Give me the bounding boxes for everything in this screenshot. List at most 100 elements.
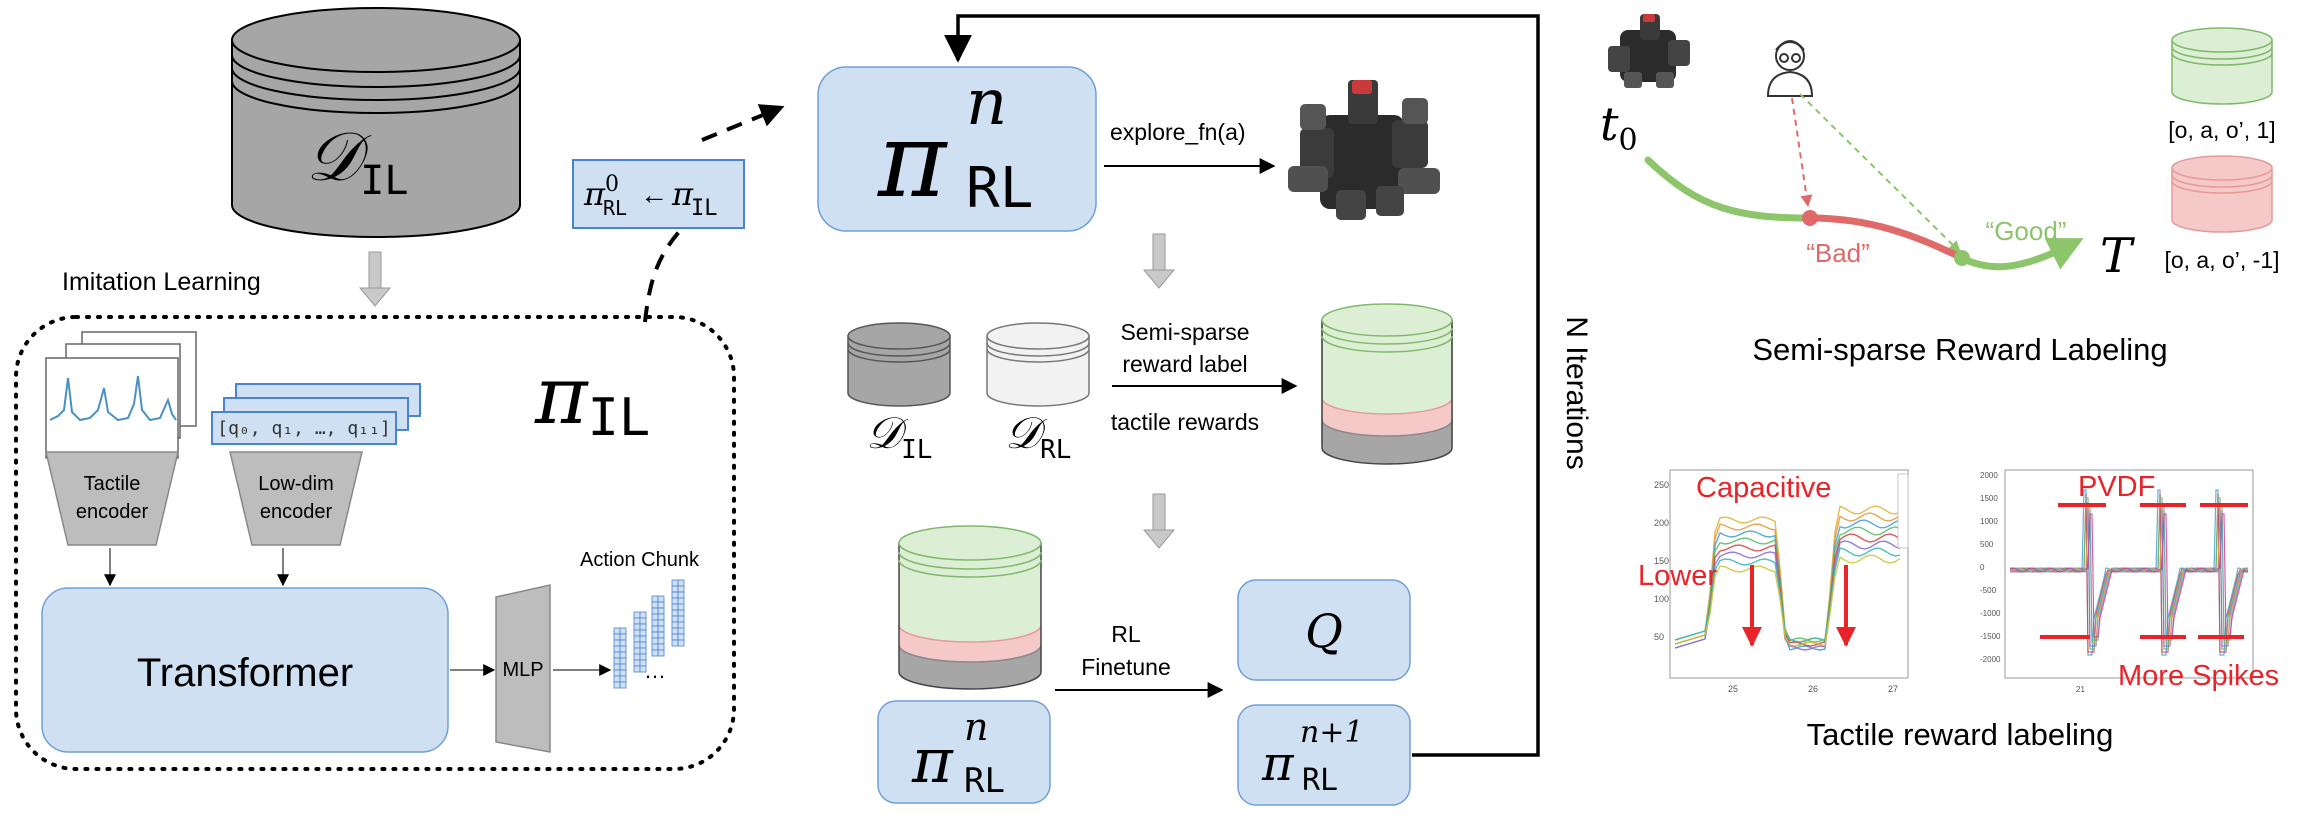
reward-label-text: reward label — [1122, 351, 1247, 377]
mlp-block: MLP — [495, 584, 551, 753]
good-point — [1954, 250, 1970, 266]
n-iterations-label: N Iterations — [1560, 316, 1593, 469]
bad-point — [1802, 210, 1818, 226]
svg-text:encoder: encoder — [76, 501, 149, 523]
t0-label: t0 — [1600, 97, 1638, 158]
tactile-encoder: Tactile encoder — [45, 451, 179, 546]
d-rl-label: 𝒟RL — [1005, 408, 1071, 465]
action-chunk-grid — [633, 611, 647, 673]
svg-text:π0: π0 — [583, 172, 619, 213]
il-dataset-label: 𝒟IL — [306, 118, 408, 204]
small-robot-hand-image — [1608, 14, 1690, 88]
svg-text:Q: Q — [1305, 604, 1343, 658]
pvdf-label: PVDF — [2078, 471, 2155, 503]
pvdf-ytick: -2000 — [1980, 655, 2001, 664]
svg-text:Tactile: Tactile — [84, 473, 141, 495]
bad-label: “Bad” — [1806, 238, 1870, 268]
svg-text:RL: RL — [966, 156, 1033, 221]
negative-buffer-cylinder — [2171, 155, 2273, 233]
semi-sparse-label: Semi-sparse — [1120, 319, 1249, 345]
cap-ytick: 100 — [1654, 594, 1669, 604]
svg-text:π: π — [671, 175, 694, 213]
negative-tuple-label: [o, a, o’, -1] — [2164, 247, 2279, 273]
cap-ytick: 250 — [1654, 480, 1669, 490]
capacitive-label: Capacitive — [1696, 472, 1831, 504]
policy-init-box: π0 RL ← π IL — [572, 159, 745, 229]
svg-text:π: π — [911, 724, 954, 797]
explore-label: explore_fn(a) — [1110, 119, 1246, 145]
pvdf-ytick: 2000 — [1980, 471, 1998, 480]
action-chunk-label: Action Chunk — [580, 549, 700, 571]
lowdim-encoder: Low-dim encoder — [229, 451, 363, 546]
action-chunk-grid — [613, 627, 627, 689]
trajectory-red-bad — [1806, 214, 1966, 262]
transformer-block: Transformer — [41, 587, 449, 753]
positive-buffer-cylinder — [2171, 27, 2273, 105]
human-labeler-icon — [1766, 40, 1814, 97]
rl-finetune-label-2: Finetune — [1081, 654, 1171, 680]
good-label: “Good” — [1986, 216, 2067, 246]
svg-text:Transformer: Transformer — [137, 651, 353, 695]
pvdf-ytick: 0 — [1980, 563, 1985, 572]
q-function-box: Q — [1237, 579, 1411, 681]
action-chunk-grid — [671, 579, 685, 647]
svg-text:[q₀, q₁, …, q₁₁]: [q₀, q₁, …, q₁₁] — [217, 418, 390, 439]
svg-text:encoder: encoder — [260, 501, 333, 523]
il-down-arrow — [358, 251, 392, 307]
svg-text:RL: RL — [964, 761, 1005, 801]
rl-policy-box: π n RL — [817, 66, 1097, 232]
rl-down-arrow-2 — [1142, 493, 1176, 549]
pvdf-ytick: -1000 — [1980, 609, 2001, 618]
il-dataset-cylinder — [231, 7, 521, 238]
labeled-buffer-cylinder — [1321, 303, 1453, 465]
cap-ytick: 150 — [1654, 556, 1669, 566]
svg-text:IL: IL — [691, 196, 718, 221]
svg-text:n+1: n+1 — [1300, 715, 1364, 750]
cap-ytick: 200 — [1654, 518, 1669, 528]
rl-policy-bottom: π n RL — [877, 700, 1051, 804]
positive-tuple-label: [o, a, o’, 1] — [2168, 117, 2275, 143]
pvdf-plot: 2000 1500 1000 500 0 -500 -1000 -1500 -2000 21 — [1980, 469, 2254, 694]
il-policy-box — [14, 315, 736, 771]
action-chunk-grid — [651, 595, 665, 657]
cap-ytick: 50 — [1654, 632, 1664, 642]
svg-text:π: π — [877, 99, 948, 221]
init-dashed-arrow — [701, 104, 785, 142]
more-spikes-label: More Spikes — [2118, 660, 2279, 692]
cap-xtick: 25 — [1728, 684, 1738, 694]
svg-text:n: n — [964, 705, 988, 749]
il-section-label: Imitation Learning — [62, 268, 261, 296]
svg-text:n: n — [966, 66, 1007, 140]
semi-sparse-title: Semi-sparse Reward Labeling — [1752, 332, 2167, 367]
init-dashed-curve — [643, 218, 692, 323]
cap-xtick: 27 — [1888, 684, 1898, 694]
svg-text:π: π — [1261, 736, 1295, 792]
lower-label: Lower — [1638, 560, 1717, 592]
spike-markers — [2040, 503, 2248, 639]
svg-text:RL: RL — [603, 196, 627, 220]
svg-text:←: ← — [640, 179, 668, 210]
d-il-cylinder — [847, 322, 951, 407]
rl-policy-next: π n+1 RL — [1237, 704, 1411, 806]
action-chunk-ellipsis: … — [644, 658, 666, 683]
pvdf-ytick: 1500 — [1980, 494, 1998, 503]
il-policy-label: πIL — [534, 349, 650, 448]
lowdim-vector-stack: [q₀, q₁, …, q₁₁] — [211, 383, 421, 445]
pvdf-ytick: -1500 — [1980, 632, 2001, 641]
svg-text:Low-dim: Low-dim — [258, 473, 334, 495]
action-chunk-grids — [613, 579, 685, 689]
tactile-title: Tactile reward labeling — [1807, 717, 2114, 752]
svg-text:RL: RL — [1302, 763, 1338, 798]
trajectory-green-good — [1958, 238, 2084, 271]
tactile-signal-stack — [45, 331, 197, 459]
svg-text:MLP: MLP — [502, 659, 543, 681]
pvdf-ytick: -500 — [1980, 586, 1997, 595]
replay-buffer-cylinder — [898, 525, 1042, 690]
T-label: T — [2100, 228, 2135, 284]
capacitive-plot: 250 200 150 100 50 25 26 27 — [1654, 469, 1909, 694]
rl-down-arrow-1 — [1142, 233, 1176, 289]
pvdf-xtick: 21 — [2076, 685, 2085, 694]
pvdf-ytick: 500 — [1980, 540, 1994, 549]
rl-finetune-label-1: RL — [1111, 621, 1141, 647]
pvdf-ytick: 1000 — [1980, 517, 1998, 526]
